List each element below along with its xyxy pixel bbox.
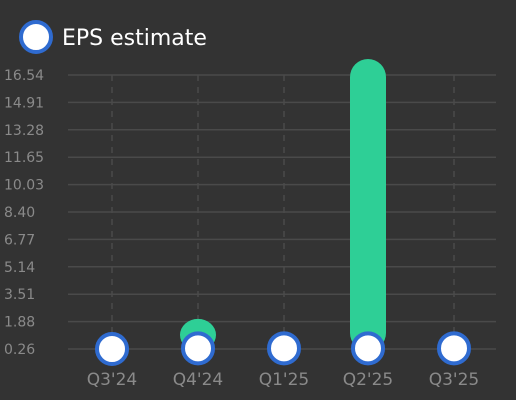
legend-label: EPS estimate: [62, 26, 207, 51]
y-axis-ticks: 0.26 1.88 3.51 5.14 6.77 8.40 10.03 11.65 13.28 1…: [4, 68, 44, 358]
eps-marker[interactable]: [267, 331, 301, 366]
y-tick-label: 1.88: [4, 315, 35, 331]
y-tick-label: 6.77: [4, 232, 35, 248]
x-axis-ticks: Q3'24 Q4'24 Q1'25 Q2'25 Q3'25: [87, 370, 480, 390]
eps-markers: [95, 331, 471, 366]
eps-marker[interactable]: [95, 332, 129, 366]
y-tick-label: 11.65: [4, 150, 44, 166]
x-tick-label: Q1'25: [259, 370, 310, 390]
eps-marker[interactable]: [181, 331, 215, 366]
x-tick-label: Q3'24: [87, 370, 138, 390]
y-tick-label: 8.40: [4, 205, 35, 221]
y-tick-label: 5.14: [4, 260, 35, 276]
y-tick-label: 0.26: [4, 342, 35, 358]
legend[interactable]: EPS estimate: [19, 20, 207, 54]
x-tick-label: Q3'25: [429, 370, 480, 390]
eps-marker[interactable]: [437, 331, 471, 366]
legend-marker: [19, 20, 53, 54]
y-tick-label: 10.03: [4, 178, 44, 194]
y-tick-label: 3.51: [4, 287, 35, 303]
eps-marker[interactable]: [351, 331, 385, 366]
x-tick-label: Q4'24: [173, 370, 224, 390]
y-tick-label: 14.91: [4, 95, 44, 111]
grid-lines: [68, 74, 496, 362]
y-tick-label: 13.28: [4, 123, 44, 139]
eps-bar[interactable]: [350, 59, 386, 351]
y-tick-label: 16.54: [4, 68, 44, 84]
x-tick-label: Q2'25: [343, 370, 394, 390]
